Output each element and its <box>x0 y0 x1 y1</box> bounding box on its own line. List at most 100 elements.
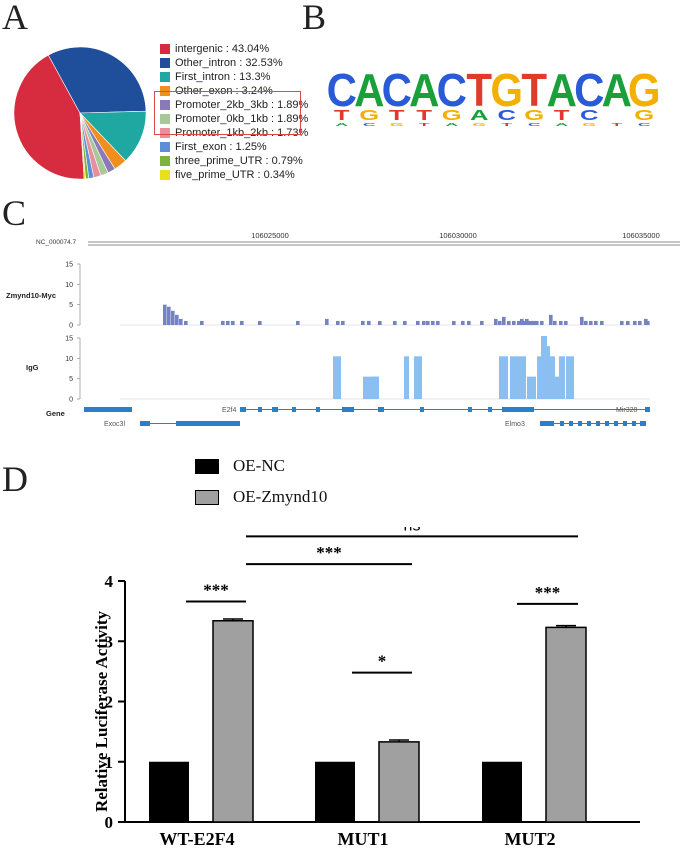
myc-bar <box>393 320 397 325</box>
myc-bar <box>422 320 426 325</box>
igg-tick-label: 5 <box>69 376 73 383</box>
igg-bar <box>546 346 550 399</box>
motif-letter-trace: A <box>555 122 568 128</box>
gene-exon <box>645 407 650 412</box>
sig-mut1-label: * <box>378 652 387 671</box>
sig-wt-label: *** <box>203 580 229 599</box>
motif-letter: A <box>409 70 439 116</box>
myc-bar <box>532 320 536 325</box>
myc-bar <box>336 320 340 325</box>
myc-bar <box>221 320 225 325</box>
igg-tick-label: 10 <box>65 356 73 363</box>
motif-letter-trace: T <box>611 122 622 128</box>
gene-exon <box>140 421 150 426</box>
igg-tick-label: 15 <box>65 336 73 343</box>
myc-bar <box>626 320 630 325</box>
gene-exon <box>569 421 573 426</box>
pie-slice-9 <box>79 112 86 180</box>
motif-letter-trace: T <box>501 122 512 128</box>
gene-label-elmo3: Elmo3 <box>505 421 525 428</box>
motif-letter-minor: G <box>634 108 654 124</box>
myc-bar <box>540 320 544 325</box>
pie-legend-label: Promoter_2kb_3kb : 1.89% <box>175 99 309 111</box>
pie-legend-swatch <box>160 156 170 166</box>
gene-exon <box>240 407 246 412</box>
motif-letter-minor: T <box>554 108 570 124</box>
y-tick-label: 3 <box>105 632 114 651</box>
y-tick-label: 2 <box>105 693 114 712</box>
myc-bar <box>200 320 204 325</box>
motif-letter-trace: C <box>363 122 376 128</box>
myc-tick-label: 15 <box>65 262 73 269</box>
igg-bar <box>404 356 409 399</box>
myc-bar <box>184 320 188 325</box>
bar-oe-nc <box>482 761 522 822</box>
sig-mut2-label: *** <box>535 583 561 602</box>
myc-bar <box>426 320 430 325</box>
legend-label-oe-zmynd10: OE-Zmynd10 <box>233 487 328 506</box>
motif-letter-minor: C <box>498 108 516 124</box>
myc-bar <box>494 318 498 325</box>
motif-letter-minor: G <box>524 108 544 124</box>
myc-bar <box>296 320 300 325</box>
luciferase-bar-chart: 0 1 2 3 4 Relative Luciferase Activity WT-E2F4… <box>92 527 640 849</box>
bar-oe-zmynd10 <box>378 741 420 823</box>
motif-letter-trace: C <box>528 122 541 128</box>
myc-bar <box>258 320 262 325</box>
igg-bar <box>541 335 547 399</box>
myc-bar <box>594 320 598 325</box>
motif-letter-trace: G <box>582 122 596 128</box>
pie-slice-0 <box>13 54 85 180</box>
motif-letter-minor: G <box>442 108 462 124</box>
myc-bar <box>403 320 407 325</box>
gene-exon <box>632 421 636 426</box>
motif-letter: T <box>521 70 547 116</box>
motif-letter-trace: C <box>638 122 651 128</box>
pie-legend-item: First_intron : 13.3% <box>160 70 308 84</box>
pie-legend-swatch <box>160 44 170 54</box>
motif-letter: G <box>490 70 523 116</box>
motif-letter: C <box>328 70 357 116</box>
motif-letter-minor: T <box>389 108 405 124</box>
pie-legend-item: Promoter_2kb_3kb : 1.89% <box>160 98 308 112</box>
motif-letter-minor: T <box>334 108 350 124</box>
igg-bar <box>555 376 561 399</box>
gene-label-exoc3l: Exoc3l <box>104 421 125 428</box>
gene-exon <box>560 421 564 426</box>
myc-bar <box>480 320 484 325</box>
panel-label-d: D <box>2 459 28 499</box>
motif-letter-minor: T <box>416 108 432 124</box>
gene-exon <box>540 421 554 426</box>
myc-bar <box>507 320 511 325</box>
pie-legend-label: Promoter_0kb_1kb : 1.89% <box>175 113 309 125</box>
gene-exon <box>292 407 296 412</box>
pie-legend-label: First_intron : 13.3% <box>175 71 271 83</box>
motif-letter: C <box>382 70 412 116</box>
x-tick-label: WT-E2F4 <box>159 829 234 849</box>
gene-exon <box>468 407 472 412</box>
myc-bar <box>535 320 539 325</box>
pie-legend-swatch <box>160 170 170 180</box>
pie-legend-label: First_exon : 1.25% <box>175 141 267 153</box>
myc-tick-label: 10 <box>65 282 73 289</box>
myc-bar <box>530 320 534 325</box>
legend-item-oe-nc: OE-NC <box>195 454 327 478</box>
myc-bar <box>646 320 650 325</box>
myc-bar <box>633 320 637 325</box>
igg-bar <box>510 356 516 399</box>
gene-exon <box>605 421 609 426</box>
igg-bar <box>559 356 565 399</box>
igg-bar <box>532 376 536 399</box>
gene-exon <box>378 407 384 412</box>
myc-bar <box>520 318 524 325</box>
gene-exon <box>587 421 591 426</box>
x-tick-label: MUT2 <box>505 829 556 849</box>
panel-label-a: A <box>2 0 28 37</box>
gene-exon <box>623 421 627 426</box>
pie-legend-swatch <box>160 58 170 68</box>
pie-slice-1 <box>47 46 147 114</box>
ruler-tick-label: 106030000 <box>439 231 477 240</box>
gene-exon <box>316 407 320 412</box>
gene-exon <box>578 421 582 426</box>
